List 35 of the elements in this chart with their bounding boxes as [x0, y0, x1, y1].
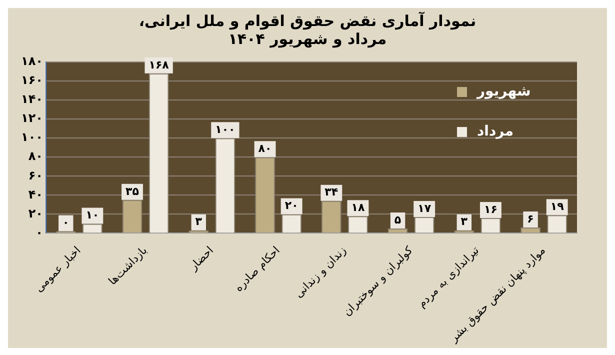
x-tick-label: تیراندازی به مردم	[415, 244, 482, 310]
y-tick-label: ۸۰	[28, 149, 43, 164]
data-label: ۱۸	[351, 200, 365, 214]
y-tick-label: ۲۰	[28, 206, 43, 220]
x-tick-label: بازداشت‌ها	[106, 244, 150, 288]
y-tick-label: ۱۶۰	[20, 73, 43, 88]
y-tick-label: ۶۰	[28, 168, 43, 182]
data-label: ۱۰	[86, 208, 100, 222]
data-label: ۶	[527, 212, 534, 226]
y-tick-label: ۰	[36, 225, 43, 240]
data-label: ۵	[394, 213, 402, 226]
data-label: ۳۵	[126, 184, 140, 198]
y-tick-label: ۴۰	[28, 187, 43, 202]
legend-label: مرداد	[477, 124, 514, 140]
x-tick-label: زندان و زندانی	[292, 244, 349, 300]
y-tick-label: ۱۰۰	[20, 130, 43, 144]
y-tick-label: ۱۲۰	[20, 111, 43, 126]
x-tick-label: احضار	[186, 244, 216, 274]
data-label: ۰	[62, 216, 70, 230]
x-tick-label: احکام صادره	[232, 244, 282, 294]
chart-title: نمودار آماری نقض حقوق اقوام و ملل ایرانی، مرداد و شهریور ۱۴۰۴	[138, 10, 478, 48]
y-tick-label: ۱۴۰	[20, 92, 43, 106]
data-label: ۱۷	[418, 202, 432, 215]
data-label: ۱۹	[550, 200, 564, 213]
y-tick-label: ۱۸۰	[20, 54, 43, 68]
data-label: ۳	[195, 215, 202, 228]
data-label: ۳۴	[324, 186, 338, 199]
data-label: ۱۶	[484, 202, 498, 216]
legend-label: شهریور	[476, 84, 531, 100]
x-tick-label: اخبار عمومی	[32, 244, 84, 295]
data-label: ۱۶۸	[148, 58, 170, 72]
data-label: ۳	[460, 215, 468, 228]
data-label: ۱۰۰	[215, 122, 236, 136]
data-label: ۸۰	[258, 142, 272, 155]
data-label: ۲۰	[284, 199, 298, 212]
